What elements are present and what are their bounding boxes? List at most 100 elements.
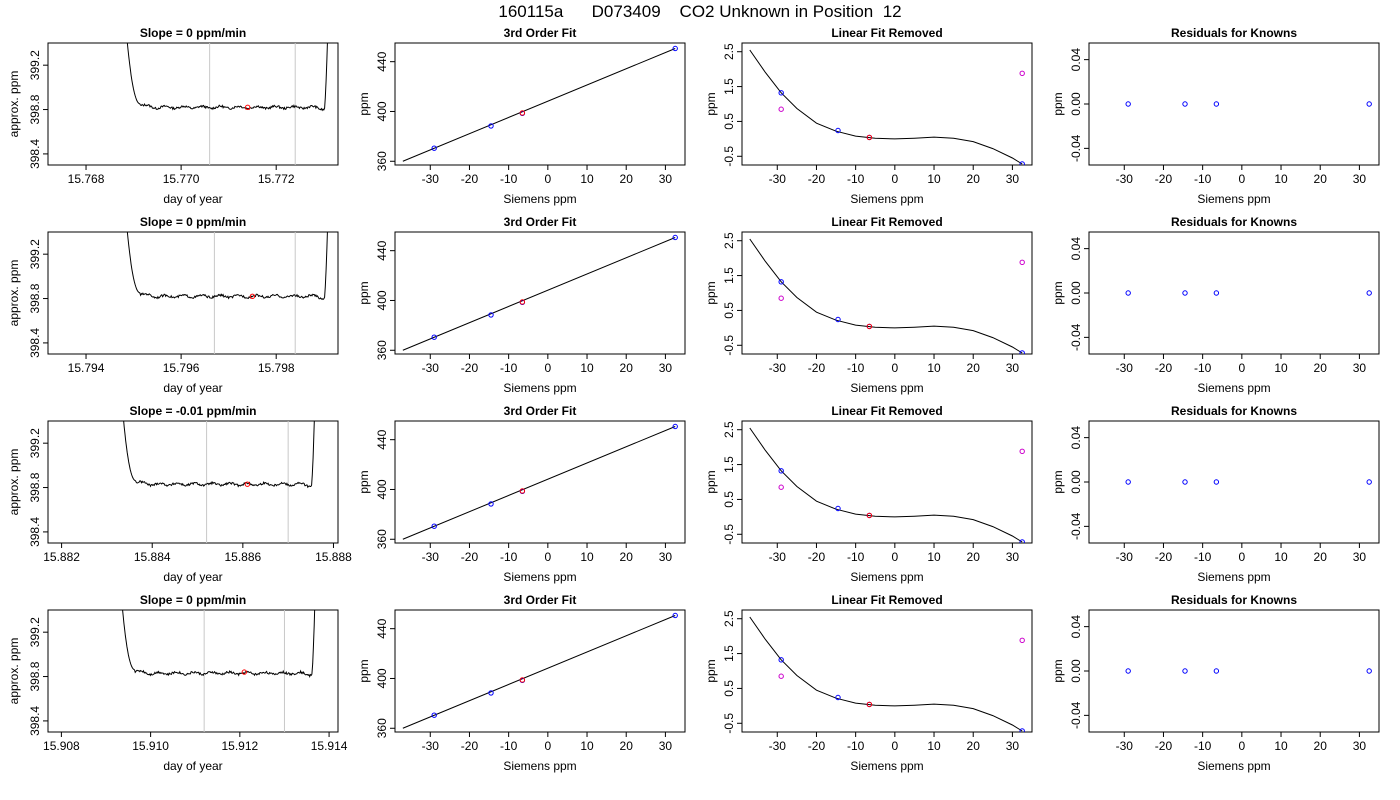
- plot-frame: [394, 231, 686, 355]
- x-tick-label: -10: [500, 739, 518, 753]
- panel-title: 3rd Order Fit: [504, 404, 577, 418]
- x-tick-label: 0: [891, 361, 898, 375]
- unknown-sample-marker: [244, 481, 251, 487]
- y-tick-label: 360: [375, 529, 389, 549]
- x-tick-label: -10: [500, 172, 518, 186]
- x-axis-label: Siemens ppm: [850, 381, 923, 395]
- unknown-sample-marker: [244, 104, 251, 111]
- x-tick-label: -30: [769, 361, 787, 375]
- x-tick-label: -10: [847, 550, 865, 564]
- y-tick-label: -0.04: [1069, 323, 1083, 351]
- x-tick-label: 10: [927, 361, 941, 375]
- known-point: [488, 123, 494, 129]
- plot-frame: [47, 42, 339, 166]
- unknown-point: [866, 134, 873, 141]
- x-tick-label: -30: [769, 172, 787, 186]
- x-axis-label: Siemens ppm: [850, 570, 923, 584]
- x-tick-label: 15.796: [163, 361, 200, 375]
- y-tick-label: 398.8: [28, 94, 42, 124]
- y-tick-label: 400: [375, 290, 389, 310]
- x-tick-label: 30: [1006, 361, 1020, 375]
- x-tick-label: -30: [1116, 550, 1134, 564]
- plot-area: [749, 427, 1025, 543]
- residual-point: [1182, 101, 1188, 107]
- y-tick-label: 440: [375, 618, 389, 638]
- y-tick-label: 360: [375, 718, 389, 738]
- x-tick-label: 0: [891, 550, 898, 564]
- x-tick-label: -20: [808, 361, 826, 375]
- residual-point: [1213, 290, 1220, 296]
- known-point: [431, 334, 437, 340]
- x-tick-label: -20: [461, 739, 479, 753]
- known-point: [672, 612, 678, 619]
- y-tick-label: 440: [375, 240, 389, 260]
- other-point: [1019, 448, 1025, 455]
- x-tick-label: 15.888: [315, 550, 352, 564]
- residual-point: [1125, 290, 1131, 296]
- panel-r4c2: 3rd Order Fit -30 -20 -10 0 10 20 30 360 400 440 Si…: [357, 593, 686, 773]
- y-axis-label: ppm: [357, 470, 371, 493]
- plot-frame: [1088, 42, 1380, 166]
- known-point: [672, 234, 678, 241]
- residual-point: [1366, 101, 1372, 107]
- unknown-sample-marker: [241, 669, 248, 675]
- y-tick-label: 398.4: [28, 139, 42, 169]
- other-point: [778, 673, 784, 679]
- other-point: [778, 295, 784, 301]
- x-tick-label: 30: [659, 172, 673, 186]
- x-tick-label: 10: [580, 550, 594, 564]
- x-tick-label: 0: [544, 739, 551, 753]
- x-tick-label: -30: [422, 550, 440, 564]
- y-tick-label: 399.2: [28, 50, 42, 80]
- y-tick-label: 400: [375, 668, 389, 688]
- plot-area: [749, 238, 1025, 354]
- plot-frame: [47, 420, 339, 544]
- panel-r1c1: Slope = 0 ppm/min 15.768 15.770 15.772 398.4…: [7, 26, 339, 206]
- x-axis-label: Siemens ppm: [503, 381, 576, 395]
- y-tick-label: 0.04: [1069, 48, 1083, 72]
- x-tick-label: 15.882: [43, 550, 80, 564]
- x-tick-label: -20: [1155, 361, 1173, 375]
- y-tick-label: 360: [375, 340, 389, 360]
- fit-curve: [749, 616, 1023, 732]
- y-tick-label: -0.04: [1069, 512, 1083, 540]
- x-axis-label: day of year: [163, 570, 222, 584]
- x-tick-label: -20: [808, 172, 826, 186]
- x-tick-label: 10: [1274, 361, 1288, 375]
- y-tick-label: 0.00: [1069, 281, 1083, 305]
- x-tick-label: 30: [1353, 739, 1367, 753]
- x-tick-label: 0: [1238, 172, 1245, 186]
- x-tick-label: -10: [1194, 172, 1212, 186]
- known-point: [778, 468, 784, 474]
- x-tick-label: 20: [967, 172, 981, 186]
- fit-line: [402, 426, 676, 540]
- known-point: [488, 312, 494, 318]
- panel-title: 3rd Order Fit: [504, 215, 577, 229]
- residual-point: [1366, 479, 1372, 485]
- x-tick-label: 20: [620, 172, 634, 186]
- residual-point: [1366, 290, 1372, 296]
- x-tick-label: -20: [461, 361, 479, 375]
- x-tick-label: 10: [580, 739, 594, 753]
- figure-title: 160115a D073409 CO2 Unknown in Position …: [498, 2, 902, 21]
- y-axis-label: ppm: [704, 281, 718, 304]
- plot-area: [402, 45, 678, 162]
- y-axis-label: ppm: [704, 659, 718, 682]
- y-tick-label: 2.5: [722, 43, 736, 60]
- panel-title: Slope = -0.01 ppm/min: [129, 404, 256, 418]
- x-tick-label: 10: [1274, 550, 1288, 564]
- x-axis-label: day of year: [163, 759, 222, 773]
- y-tick-label: -0.04: [1069, 701, 1083, 729]
- y-tick-label: -0.5: [722, 146, 736, 167]
- panel-title: Linear Fit Removed: [831, 593, 942, 607]
- plot-frame: [394, 42, 686, 166]
- plot-frame: [741, 420, 1033, 544]
- known-point: [835, 127, 841, 134]
- panel-title: Linear Fit Removed: [831, 215, 942, 229]
- y-tick-label: 0.00: [1069, 659, 1083, 683]
- plot-frame: [394, 609, 686, 733]
- other-point: [1019, 259, 1025, 266]
- time-series-trace: [126, 232, 328, 301]
- y-tick-label: 2.5: [722, 610, 736, 627]
